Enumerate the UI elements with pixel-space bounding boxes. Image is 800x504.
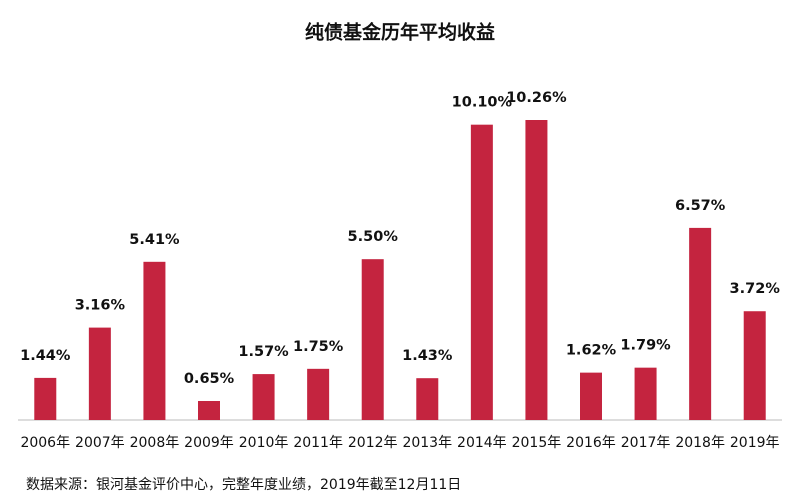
x-tick-label: 2013年 (402, 435, 452, 451)
value-label: 1.62% (566, 343, 617, 359)
bar (198, 400, 220, 420)
x-tick-label: 2009年 (184, 435, 234, 451)
bar (416, 378, 439, 420)
source-note: 数据来源：银河基金评价中心，完整年度业绩，2019年截至12月11日 (26, 476, 461, 493)
value-label: 3.16% (75, 298, 126, 314)
bar (525, 120, 548, 420)
value-label: 3.72% (730, 281, 781, 297)
bar (34, 377, 57, 420)
bar (143, 261, 166, 420)
x-tick-label: 2006年 (20, 435, 70, 451)
value-label: 6.57% (675, 198, 726, 214)
x-tick-label: 2010年 (239, 435, 289, 451)
x-tick-label: 2014年 (457, 435, 507, 451)
value-label: 1.79% (620, 338, 671, 354)
bar (470, 124, 493, 421)
x-tick-label: 2018年 (675, 435, 725, 451)
value-label: 1.57% (238, 344, 289, 360)
value-label: 5.50% (348, 229, 399, 245)
value-label: 0.65% (184, 371, 235, 387)
value-label: 5.41% (129, 232, 180, 248)
chart-title: 纯债基金历年平均收益 (305, 21, 495, 44)
x-tick-label: 2019年 (730, 435, 780, 451)
x-tick-label: 2007年 (75, 435, 125, 451)
value-label: 1.43% (402, 348, 453, 364)
bar (689, 227, 712, 420)
bar (361, 259, 384, 420)
x-tick-label: 2008年 (130, 435, 180, 451)
x-tick-label: 2017年 (621, 435, 671, 451)
x-tick-label: 2012年 (348, 435, 398, 451)
bar (743, 311, 766, 420)
value-label: 10.26% (506, 90, 567, 106)
bar (252, 374, 275, 420)
bar (634, 367, 657, 420)
x-tick-label: 2016年 (566, 435, 616, 451)
value-label: 1.44% (20, 348, 71, 364)
bar (88, 327, 111, 420)
bar (580, 372, 602, 420)
value-label: 1.75% (293, 339, 344, 355)
x-tick-label: 2011年 (293, 435, 343, 451)
bar (307, 368, 330, 420)
x-tick-label: 2015年 (512, 435, 562, 451)
value-label: 10.10% (452, 95, 513, 111)
